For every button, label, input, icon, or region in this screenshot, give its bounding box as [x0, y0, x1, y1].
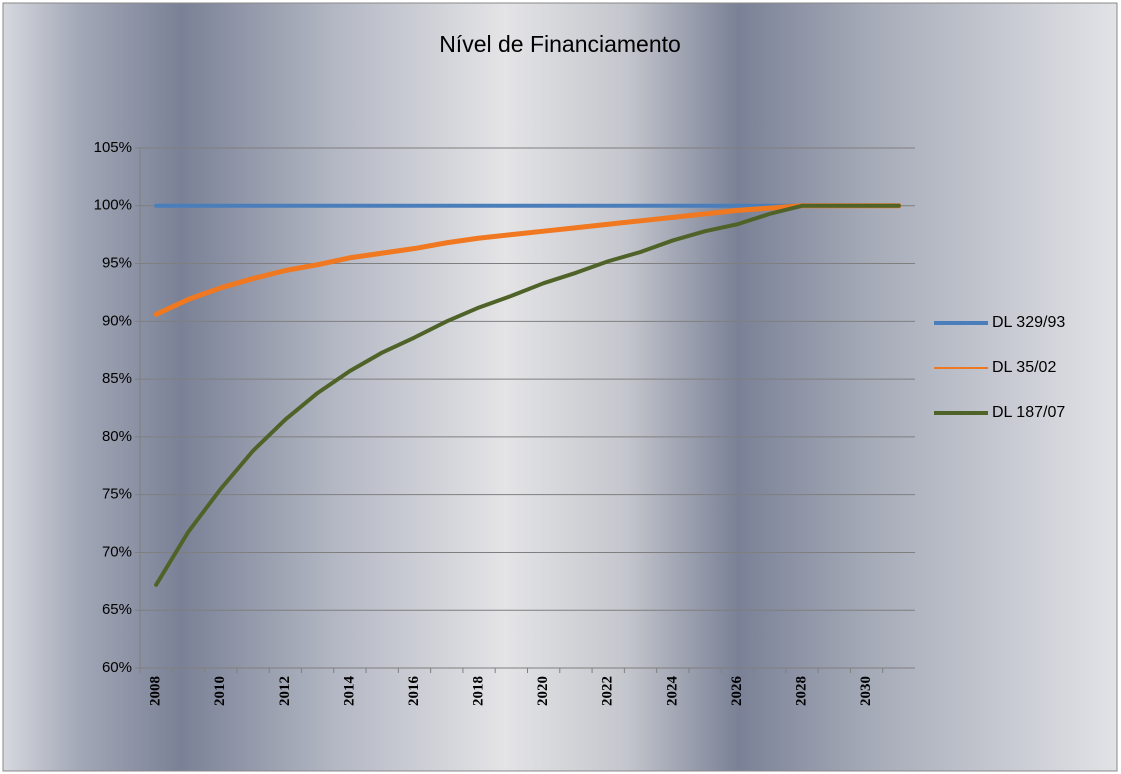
legend-label: DL 187/07 — [992, 404, 1065, 421]
legend-label: DL 35/02 — [992, 359, 1056, 376]
series-line — [153, 203, 902, 317]
x-tick-label: 2014 — [341, 676, 357, 707]
x-tick-label: 2028 — [793, 676, 809, 706]
y-tick-label: 85% — [102, 370, 132, 387]
x-tick-label: 2008 — [148, 676, 164, 706]
x-tick-label: 2030 — [858, 676, 874, 706]
y-tick-label: 70% — [102, 543, 132, 560]
x-tick-label: 2018 — [471, 676, 487, 706]
y-tick-label: 100% — [94, 197, 132, 214]
series-line — [154, 203, 901, 587]
x-tick-label: 2026 — [729, 676, 745, 707]
x-tick-label: 2010 — [212, 676, 228, 706]
x-tick-label: 2024 — [664, 676, 680, 707]
y-tick-label: 90% — [102, 312, 132, 329]
y-tick-label: 80% — [102, 428, 132, 445]
y-tick-label: 60% — [102, 659, 132, 676]
y-tick-label: 75% — [102, 486, 132, 503]
y-tick-label: 105% — [94, 139, 132, 156]
y-tick-label: 65% — [102, 601, 132, 618]
x-tick-label: 2016 — [406, 676, 422, 707]
x-tick-label: 2020 — [535, 676, 551, 706]
x-tick-label: 2012 — [277, 676, 293, 706]
legend-label: DL 329/93 — [992, 314, 1065, 331]
chart-title: Nível de Financiamento — [439, 31, 681, 57]
x-tick-label: 2022 — [600, 676, 616, 706]
y-tick-label: 95% — [102, 255, 132, 272]
